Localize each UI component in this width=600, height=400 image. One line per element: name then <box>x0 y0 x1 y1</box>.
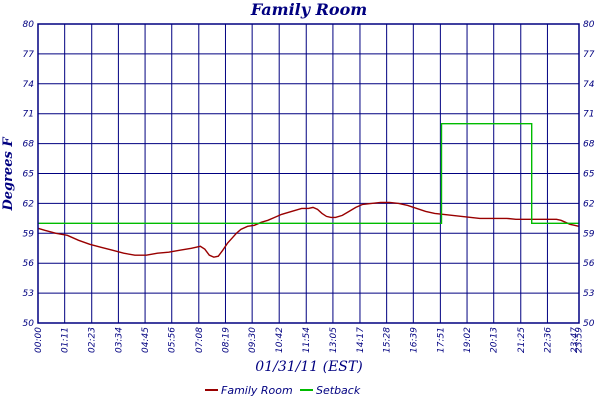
x-tick-label: 19:02 <box>463 327 473 353</box>
y-tick-label-right: 53 <box>583 289 595 299</box>
y-tick-label-left: 74 <box>23 80 35 90</box>
y-tick-label-left: 53 <box>23 289 35 299</box>
chart-title: Family Room <box>250 0 367 19</box>
x-tick-label: 00:00 <box>34 327 44 353</box>
x-tick-label: 16:39 <box>409 327 419 353</box>
y-tick-label-right: 77 <box>583 50 595 60</box>
x-tick-label: 21:25 <box>517 327 527 353</box>
x-tick-label: 13:05 <box>329 327 339 353</box>
x-tick-label: 14:17 <box>356 327 366 353</box>
legend-label-1: Setback <box>316 384 361 397</box>
y-tick-label-left: 50 <box>23 319 35 329</box>
y-tick-label-right: 50 <box>583 319 595 329</box>
x-tick-label: 10:42 <box>275 327 285 353</box>
y-tick-label-left: 56 <box>23 259 35 269</box>
x-tick-label: 01:11 <box>61 327 71 353</box>
series-line-1 <box>38 122 579 225</box>
y-tick-label-left: 77 <box>23 50 35 60</box>
x-tick-label: 04:45 <box>141 327 151 353</box>
x-tick-label: 20:13 <box>490 327 500 353</box>
grid <box>37 23 579 324</box>
x-axis-label: 01/31/11 (EST) <box>255 359 362 375</box>
y-tick-label-right: 80 <box>583 20 595 30</box>
legend-label-0: Family Room <box>221 384 293 397</box>
y-tick-label-right: 62 <box>583 199 595 209</box>
x-tick-label: 23:47 <box>570 327 580 353</box>
y-tick-label-right: 56 <box>583 259 595 269</box>
x-tick-label: 02:23 <box>88 327 98 353</box>
x-tick-label: 17:51 <box>436 327 446 353</box>
y-tick-label-left: 68 <box>23 140 35 150</box>
plot-area-border <box>37 23 580 324</box>
y-tick-label-right: 68 <box>583 140 595 150</box>
y-tick-label-right: 65 <box>583 170 595 180</box>
legend: Family Room Setback <box>205 384 361 397</box>
y-tick-label-left: 71 <box>23 110 34 120</box>
y-tick-label-right: 71 <box>583 110 594 120</box>
x-tick-label: 09:30 <box>248 327 258 353</box>
x-tick-label: 07:08 <box>195 327 205 353</box>
y-tick-label-left: 62 <box>23 199 35 209</box>
y-axis-label: Degrees F <box>1 137 16 212</box>
y-ticks-left: 50 53 56 59 62 65 68 71 74 77 80 <box>23 20 35 329</box>
x-tick-label: 15:28 <box>383 327 393 353</box>
x-tick-label: 08:19 <box>221 327 231 353</box>
x-tick-label: 11:54 <box>302 327 312 353</box>
series-line-0 <box>37 201 579 258</box>
y-tick-label-right: 59 <box>583 229 595 239</box>
y-tick-label-left: 65 <box>23 170 35 180</box>
x-tick-label: 23:59 <box>575 327 585 353</box>
x-tick-label: 05:56 <box>168 327 178 353</box>
y-tick-label-left: 80 <box>23 20 35 30</box>
y-tick-label-right: 74 <box>583 80 595 90</box>
x-ticks: 00:00 01:11 02:23 03:34 04:45 05:56 07:08 08:19… <box>34 327 585 353</box>
y-tick-label-left: 59 <box>23 229 35 239</box>
x-tick-label: 03:34 <box>114 327 124 353</box>
x-tick-label: 22:36 <box>543 327 553 353</box>
y-ticks-right: 50 53 56 59 62 65 68 71 74 77 80 <box>583 20 595 329</box>
series-layer <box>37 122 579 258</box>
